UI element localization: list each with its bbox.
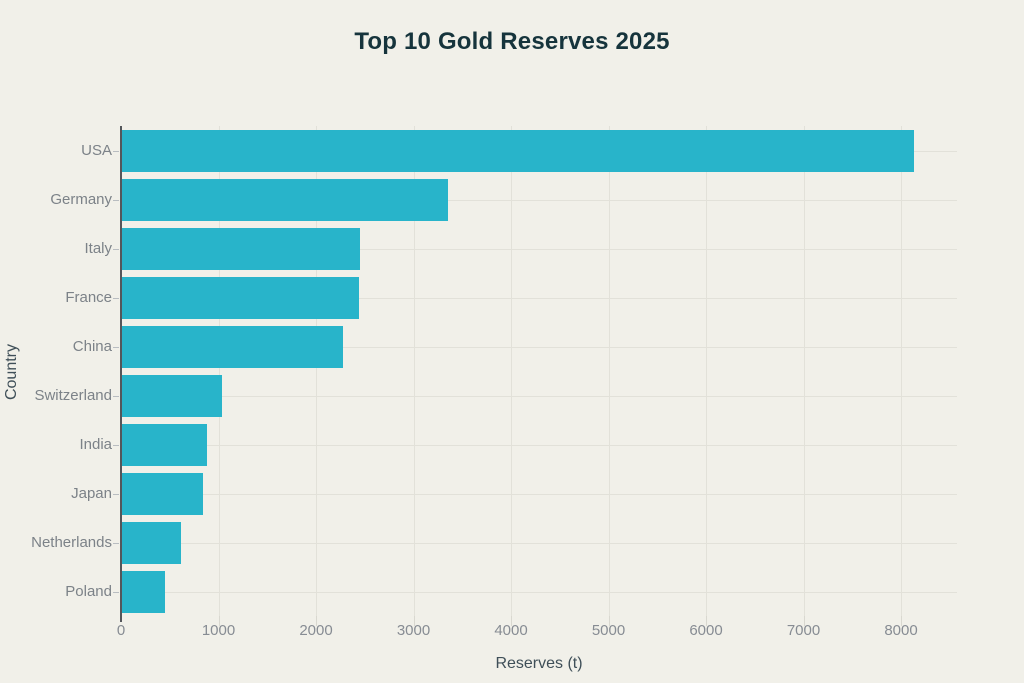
x-tick-label: 5000 [591,622,626,639]
y-tick-label: Italy [84,239,112,257]
y-tick-label: Poland [65,582,112,600]
bar-india [121,423,207,466]
h-gridline [121,248,957,250]
y-tick-mark [113,150,119,152]
y-tick-label: Japan [71,484,112,502]
x-tick-mark [511,616,512,626]
y-tick-mark [113,199,119,201]
y-tick-label: Germany [50,190,112,208]
y-axis-title: Country [3,343,20,401]
h-gridline [121,444,957,446]
x-tick-label: 8000 [884,622,918,639]
x-tick-label: 7000 [786,622,821,639]
y-tick-label: Switzerland [34,386,112,404]
x-tick-label: 3000 [396,622,431,639]
h-gridline [121,199,957,201]
y-axis-line [120,126,122,622]
bar-germany [121,178,448,221]
y-tick-label: China [72,337,112,355]
y-tick-mark [113,542,119,544]
x-tick-label: 4000 [494,622,528,639]
v-gridline [803,126,805,616]
x-tick-mark [413,616,415,626]
bar-poland [121,570,165,613]
y-tick-label: USA [81,141,112,159]
v-gridline [316,126,317,616]
x-tick-mark [316,616,317,626]
y-tick-label: France [65,288,112,306]
x-tick-label: 6000 [689,622,723,639]
y-tick-mark [113,444,119,446]
h-gridline [121,346,957,348]
y-tick-mark [113,248,119,250]
v-gridline [901,126,902,616]
x-tick-mark [608,616,610,626]
bar-japan [121,472,204,515]
x-tick-mark [803,616,805,626]
h-gridline [121,542,957,544]
bar-france [121,276,359,319]
h-gridline [121,297,957,299]
h-gridline [121,591,957,593]
v-gridline [706,126,707,616]
x-tick-mark [706,616,707,626]
y-tick-label: Netherlands [31,533,112,551]
h-gridline [121,395,957,397]
y-tick-mark [113,297,119,299]
x-tick-mark [901,616,902,626]
y-tick-mark [113,591,119,593]
bar-switzerland [121,374,223,417]
y-tick-mark [113,395,119,397]
x-tick-mark [218,616,220,626]
chart-title: Top 10 Gold Reserves 2025 [354,28,670,55]
v-gridline [413,126,415,616]
v-gridline [608,126,610,616]
h-gridline [121,493,957,495]
y-tick-label: India [79,435,112,453]
bar-italy [121,227,361,270]
bar-china [121,325,344,368]
y-tick-mark [113,346,119,348]
v-gridline [511,126,512,616]
x-tick-label: 1000 [201,622,236,639]
x-tick-label: 2000 [299,622,333,639]
plot-area [120,126,957,626]
x-axis-title: Reserves (t) [495,655,583,672]
bar-netherlands [121,521,181,564]
y-tick-mark [113,493,119,495]
x-tick-label: 0 [116,622,126,639]
v-gridline [218,126,220,616]
bar-usa [121,129,914,172]
